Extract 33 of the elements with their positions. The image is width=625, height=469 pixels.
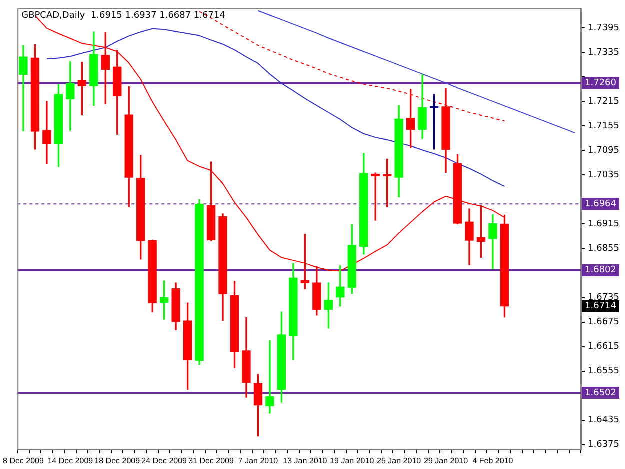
- x-tick-label: 18 Dec 2009: [94, 456, 141, 466]
- ref-line-label: 1.6802: [585, 266, 616, 276]
- candlestick: [42, 101, 52, 164]
- x-tick-label: 4 Feb 2010: [472, 456, 514, 466]
- x-tick-label: 8 Dec 2009: [3, 456, 44, 466]
- x-tick-label: 25 Jan 2010: [377, 456, 422, 466]
- x-tick-label: 19 Jan 2010: [330, 456, 375, 466]
- y-tick-label: 1.6915: [588, 220, 620, 230]
- y-tick-label: 1.7155: [588, 121, 620, 132]
- y-tick-label: 1.6675: [588, 318, 620, 328]
- ref-line-label: 1.6502: [585, 388, 616, 398]
- y-tick-label: 1.7395: [588, 23, 620, 34]
- x-tick-label: 13 Jan 2010: [283, 456, 328, 466]
- y-tick-label: 1.7095: [588, 146, 620, 156]
- y-tick-label: 1.7215: [588, 96, 620, 107]
- ref-line-label: 1.7260: [585, 78, 617, 89]
- x-tick-label: 7 Jan 2010: [238, 456, 279, 466]
- candlestick: [266, 340, 274, 414]
- x-tick-label: 24 Dec 2009: [142, 456, 188, 466]
- chart-title: GBPCAD,Daily 1.6915 1.6937 1.6687 1.6714: [22, 11, 226, 22]
- y-tick-label: 1.6555: [588, 366, 620, 377]
- y-tick-label: 1.7035: [588, 170, 620, 180]
- x-tick-label: 29 Jan 2010: [424, 456, 469, 466]
- x-tick-label: 14 Dec 2009: [48, 456, 94, 466]
- ref-line-label: 1.6964: [585, 200, 617, 210]
- y-tick-label: 1.7335: [588, 48, 620, 58]
- y-tick-label: 1.6375: [588, 440, 620, 450]
- y-tick-label: 1.6615: [588, 342, 620, 352]
- x-tick-label: 31 Dec 2009: [188, 456, 234, 466]
- candlestick: [19, 45, 28, 132]
- annotation: 1.6714: [585, 302, 617, 312]
- y-tick-label: 1.6855: [588, 244, 620, 254]
- y-tick-label: 1.6435: [588, 416, 620, 426]
